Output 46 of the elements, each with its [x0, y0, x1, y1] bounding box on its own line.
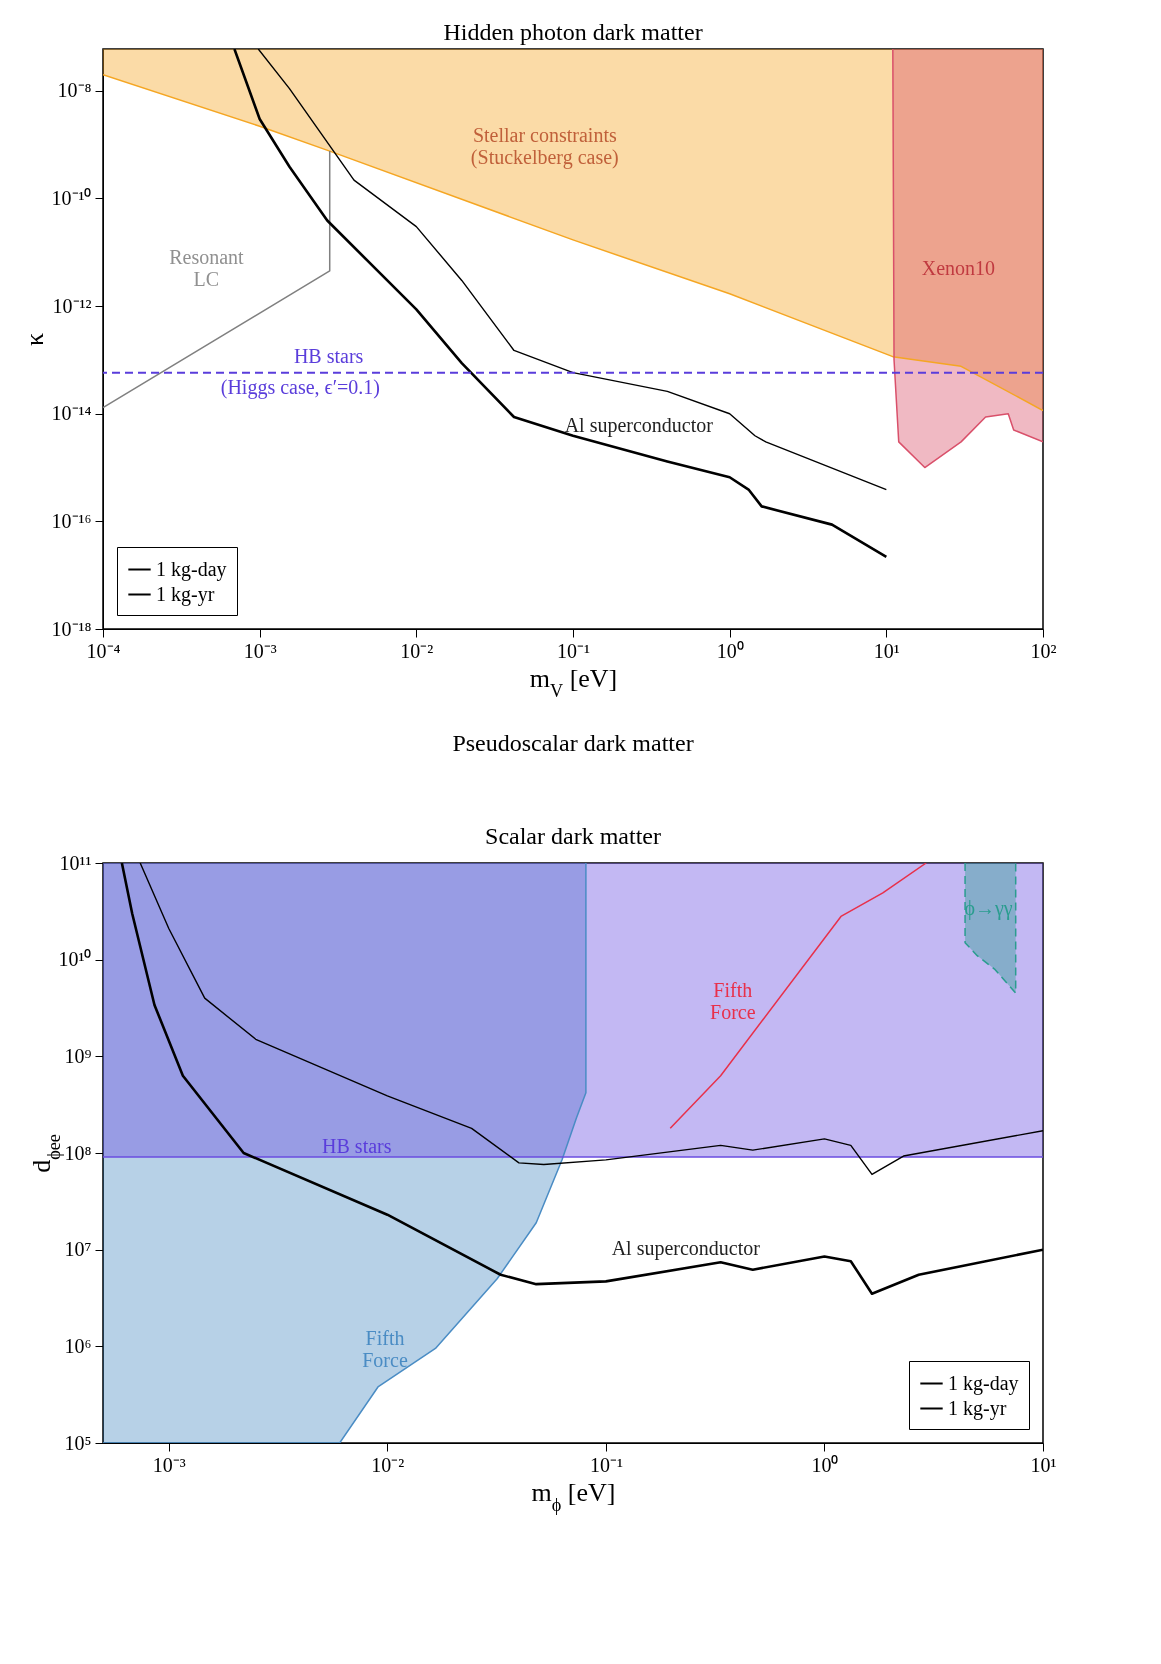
y-tick-label: 10⁻⁸ — [57, 79, 92, 102]
x-tick-label: 10¹ — [873, 639, 900, 662]
y-tick-label: 10⁷ — [64, 1238, 92, 1261]
x-tick-label: 10⁻¹ — [589, 1453, 623, 1476]
annotation: ϕ→γγ — [964, 897, 1013, 921]
legend-label: 1 kg-yr — [156, 582, 215, 606]
y-tick-label: 10¹¹ — [59, 851, 92, 874]
text: Pseudoscalar dark matter — [452, 730, 694, 756]
y-tick-label: 10⁶ — [64, 1334, 92, 1357]
annotation: Fifth Force — [710, 978, 756, 1023]
y-tick-label: 10⁻¹² — [52, 294, 92, 317]
x-tick-label: 10⁻² — [400, 639, 434, 662]
y-tick-label: 10¹⁰ — [58, 948, 92, 971]
x-tick-label: 10⁻³ — [152, 1453, 186, 1476]
annotation: Al superconductor — [564, 414, 714, 437]
chart-title: Hidden photon dark matter — [443, 19, 703, 45]
legend-label: 1 kg-day — [156, 557, 227, 581]
annotation: Xenon10 — [921, 257, 996, 280]
chart-title: Scalar dark matter — [485, 823, 661, 849]
y-tick-label: 10⁻¹⁴ — [51, 402, 92, 425]
x-tick-label: 10⁰ — [811, 1453, 839, 1476]
annotation: Fifth Force — [362, 1326, 408, 1371]
y-tick-label: 10⁻¹⁰ — [51, 187, 92, 209]
y-tick-label: 10⁸ — [64, 1141, 92, 1164]
y-axis-title: κ — [19, 332, 49, 347]
x-tick-label: 10⁻³ — [243, 639, 277, 662]
x-tick-label: 10⁻² — [371, 1453, 405, 1476]
x-axis-title: m$_{V}$ [eV] — [529, 663, 618, 701]
annotation: (Higgs case, ϵ′=0.1) — [220, 376, 381, 400]
x-tick-label: 10⁰ — [716, 639, 744, 662]
legend-label: 1 kg-day — [948, 1371, 1019, 1395]
y-tick-label: 10⁹ — [64, 1044, 92, 1067]
y-tick-label: 10⁻¹⁶ — [51, 509, 92, 532]
annotation: HB stars — [322, 1135, 392, 1158]
x-tick-label: 10¹ — [1030, 1453, 1057, 1476]
y-tick-label: 10⁵ — [64, 1431, 92, 1454]
annotation: Stellar constraints (Stuckelberg case) — [470, 124, 619, 169]
y-tick-label: 10⁻¹⁸ — [51, 617, 92, 640]
annotation: Resonant LC — [169, 245, 245, 290]
ref-line-label: HB stars — [293, 344, 364, 367]
x-tick-label: 10⁻¹ — [557, 639, 590, 662]
x-tick-label: 10⁻⁴ — [86, 639, 121, 662]
x-axis-title: m$_{ϕ}$ [eV] — [531, 1477, 616, 1515]
x-tick-label: 10² — [1030, 639, 1057, 662]
annotation: Al superconductor — [611, 1236, 761, 1260]
legend-label: 1 kg-yr — [948, 1396, 1007, 1420]
